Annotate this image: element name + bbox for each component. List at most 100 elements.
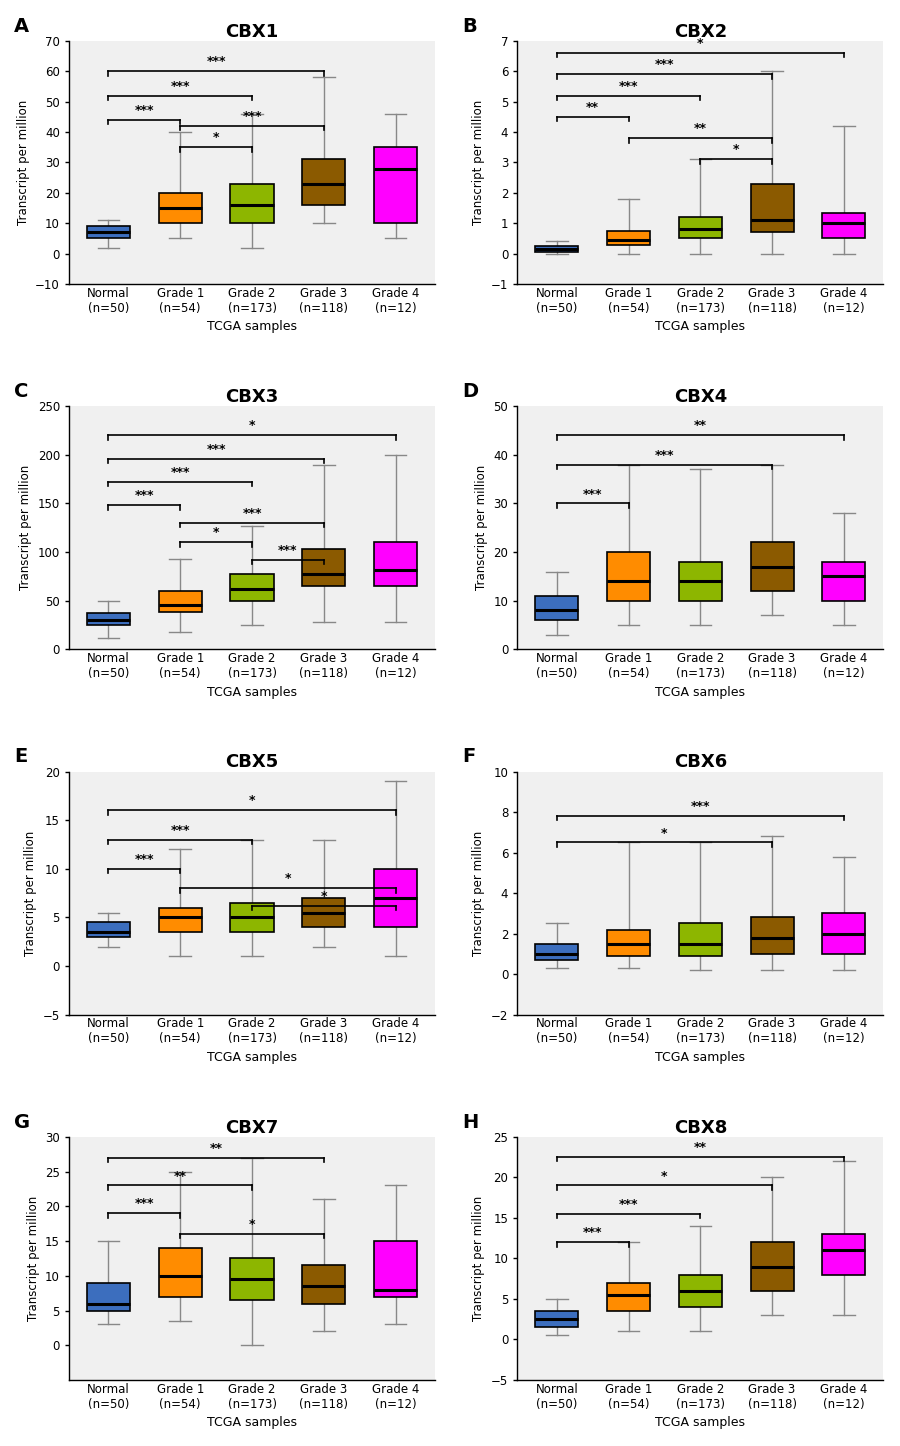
- Bar: [679, 1274, 722, 1307]
- Text: ***: ***: [583, 487, 602, 500]
- Text: ***: ***: [135, 1197, 154, 1210]
- Bar: [87, 923, 130, 937]
- Y-axis label: Transcript per million: Transcript per million: [26, 1196, 40, 1322]
- Bar: [751, 542, 794, 591]
- Text: *: *: [662, 1170, 668, 1183]
- Y-axis label: Transcript per million: Transcript per million: [475, 466, 488, 590]
- Bar: [679, 924, 722, 956]
- Bar: [302, 159, 346, 205]
- Text: E: E: [14, 748, 27, 766]
- Text: *: *: [213, 526, 220, 539]
- Bar: [230, 1258, 274, 1300]
- Bar: [302, 1265, 346, 1304]
- Text: *: *: [248, 1218, 256, 1231]
- Text: **: **: [174, 1170, 186, 1183]
- Text: ***: ***: [206, 55, 226, 68]
- Bar: [87, 613, 130, 625]
- X-axis label: TCGA samples: TCGA samples: [655, 685, 745, 698]
- Text: ***: ***: [135, 853, 154, 866]
- Text: D: D: [463, 382, 479, 401]
- Bar: [536, 944, 579, 960]
- X-axis label: TCGA samples: TCGA samples: [207, 1416, 297, 1429]
- Bar: [607, 231, 650, 244]
- Bar: [230, 574, 274, 600]
- Bar: [607, 930, 650, 956]
- Bar: [158, 192, 202, 223]
- Text: ***: ***: [170, 824, 190, 837]
- Bar: [607, 1283, 650, 1312]
- X-axis label: TCGA samples: TCGA samples: [207, 685, 297, 698]
- X-axis label: TCGA samples: TCGA samples: [655, 1051, 745, 1064]
- Bar: [823, 562, 866, 600]
- Text: ***: ***: [170, 466, 190, 479]
- Title: CBX6: CBX6: [674, 753, 727, 771]
- Bar: [536, 1312, 579, 1327]
- Text: *: *: [248, 419, 256, 432]
- Bar: [374, 147, 417, 223]
- Text: **: **: [586, 101, 599, 114]
- Y-axis label: Transcript per million: Transcript per million: [19, 466, 32, 590]
- Bar: [751, 1242, 794, 1291]
- Text: ***: ***: [206, 442, 226, 455]
- Text: *: *: [213, 132, 220, 145]
- Bar: [158, 908, 202, 933]
- Text: A: A: [14, 16, 29, 36]
- X-axis label: TCGA samples: TCGA samples: [207, 321, 297, 334]
- Text: *: *: [320, 889, 327, 902]
- Bar: [87, 226, 130, 239]
- Bar: [751, 184, 794, 233]
- Title: CBX7: CBX7: [225, 1119, 279, 1137]
- Bar: [823, 1233, 866, 1274]
- Text: **: **: [210, 1142, 222, 1155]
- Y-axis label: Transcript per million: Transcript per million: [472, 830, 485, 956]
- X-axis label: TCGA samples: TCGA samples: [207, 1051, 297, 1064]
- Bar: [374, 869, 417, 927]
- Bar: [679, 217, 722, 239]
- Bar: [679, 562, 722, 600]
- X-axis label: TCGA samples: TCGA samples: [655, 321, 745, 334]
- Text: *: *: [733, 143, 740, 156]
- Text: C: C: [14, 382, 29, 401]
- Text: *: *: [284, 872, 291, 885]
- Text: *: *: [662, 827, 668, 840]
- Text: **: **: [694, 419, 706, 432]
- Bar: [302, 549, 346, 586]
- Bar: [823, 914, 866, 954]
- Text: *: *: [248, 794, 256, 807]
- Text: ***: ***: [242, 508, 262, 521]
- Text: ***: ***: [654, 58, 674, 71]
- Text: ***: ***: [654, 448, 674, 461]
- Bar: [374, 1241, 417, 1297]
- Text: ***: ***: [583, 1226, 602, 1239]
- Bar: [536, 246, 579, 252]
- Y-axis label: Transcript per million: Transcript per million: [17, 100, 30, 226]
- Bar: [751, 917, 794, 954]
- Title: CBX1: CBX1: [225, 23, 279, 40]
- Text: ***: ***: [619, 80, 638, 93]
- Text: G: G: [14, 1112, 31, 1132]
- Text: ***: ***: [242, 110, 262, 123]
- X-axis label: TCGA samples: TCGA samples: [655, 1416, 745, 1429]
- Bar: [158, 591, 202, 613]
- Text: ***: ***: [135, 104, 154, 117]
- Text: ***: ***: [619, 1197, 638, 1210]
- Text: ***: ***: [135, 490, 154, 503]
- Text: **: **: [694, 1141, 706, 1154]
- Bar: [158, 1248, 202, 1297]
- Bar: [374, 542, 417, 586]
- Y-axis label: Transcript per million: Transcript per million: [472, 100, 485, 226]
- Text: H: H: [463, 1112, 479, 1132]
- Bar: [230, 902, 274, 933]
- Y-axis label: Transcript per million: Transcript per million: [24, 830, 37, 956]
- Text: F: F: [463, 748, 476, 766]
- Text: ***: ***: [170, 80, 190, 93]
- Bar: [302, 898, 346, 927]
- Title: CBX4: CBX4: [674, 388, 727, 406]
- Title: CBX8: CBX8: [673, 1119, 727, 1137]
- Bar: [230, 184, 274, 223]
- Bar: [536, 596, 579, 620]
- Title: CBX2: CBX2: [674, 23, 727, 40]
- Bar: [87, 1283, 130, 1310]
- Title: CBX5: CBX5: [225, 753, 279, 771]
- Text: *: *: [698, 38, 704, 51]
